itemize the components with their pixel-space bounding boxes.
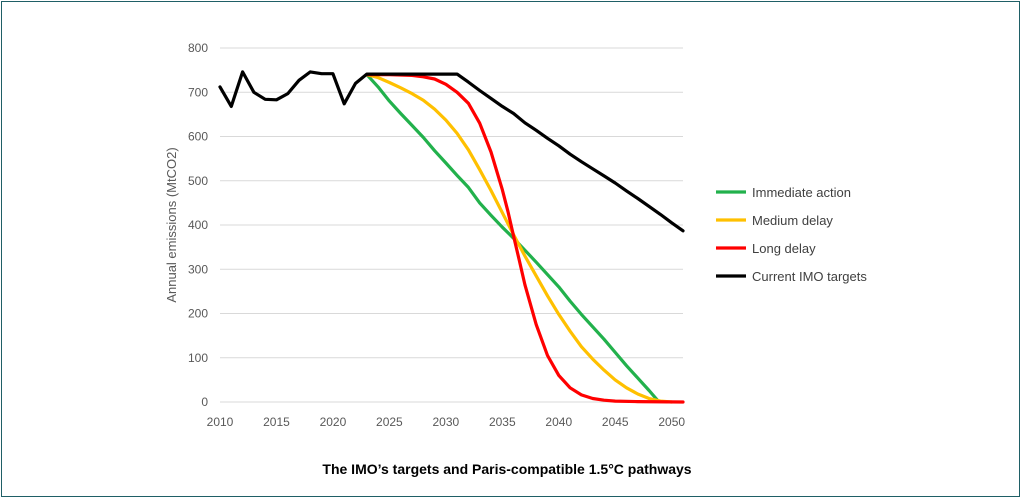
x-axis-ticks: 2010 2015 2020 2025 2030 2035 2040 2045 2050 [207, 415, 686, 429]
y-tick-label: 700 [188, 85, 208, 99]
chart-caption: The IMO’s targets and Paris-compatible 1… [322, 461, 691, 477]
x-tick-label: 2010 [207, 415, 234, 429]
x-tick-label: 2045 [602, 415, 629, 429]
y-tick-label: 100 [188, 351, 208, 365]
y-tick-label: 800 [188, 41, 208, 55]
legend-label: Current IMO targets [752, 269, 867, 284]
x-tick-label: 2030 [433, 415, 460, 429]
series-lines [218, 70, 685, 404]
y-tick-label: 600 [188, 130, 208, 144]
x-tick-label: 2035 [489, 415, 516, 429]
series-line-long-delay [365, 73, 685, 404]
y-axis-ticks: 0 100 200 300 400 500 600 700 800 [188, 41, 208, 409]
legend-label: Immediate action [752, 185, 851, 200]
series-line-medium-delay [365, 73, 674, 404]
legend-label: Medium delay [752, 213, 833, 228]
y-axis-title: Annual emissions (MtCO2) [164, 147, 179, 302]
grid-lines [220, 47, 683, 359]
y-tick-label: 0 [201, 395, 208, 409]
x-tick-label: 2025 [376, 415, 403, 429]
y-tick-label: 400 [188, 218, 208, 232]
series-line-current-imo-targets [218, 70, 685, 233]
x-tick-label: 2020 [320, 415, 347, 429]
x-tick-label: 2050 [658, 415, 685, 429]
y-tick-label: 200 [188, 307, 208, 321]
y-tick-label: 500 [188, 174, 208, 188]
y-tick-label: 300 [188, 262, 208, 276]
x-tick-label: 2015 [263, 415, 290, 429]
legend: Immediate action Medium delay Long delay Cu… [716, 185, 867, 284]
legend-label: Long delay [752, 241, 816, 256]
x-tick-label: 2040 [545, 415, 572, 429]
